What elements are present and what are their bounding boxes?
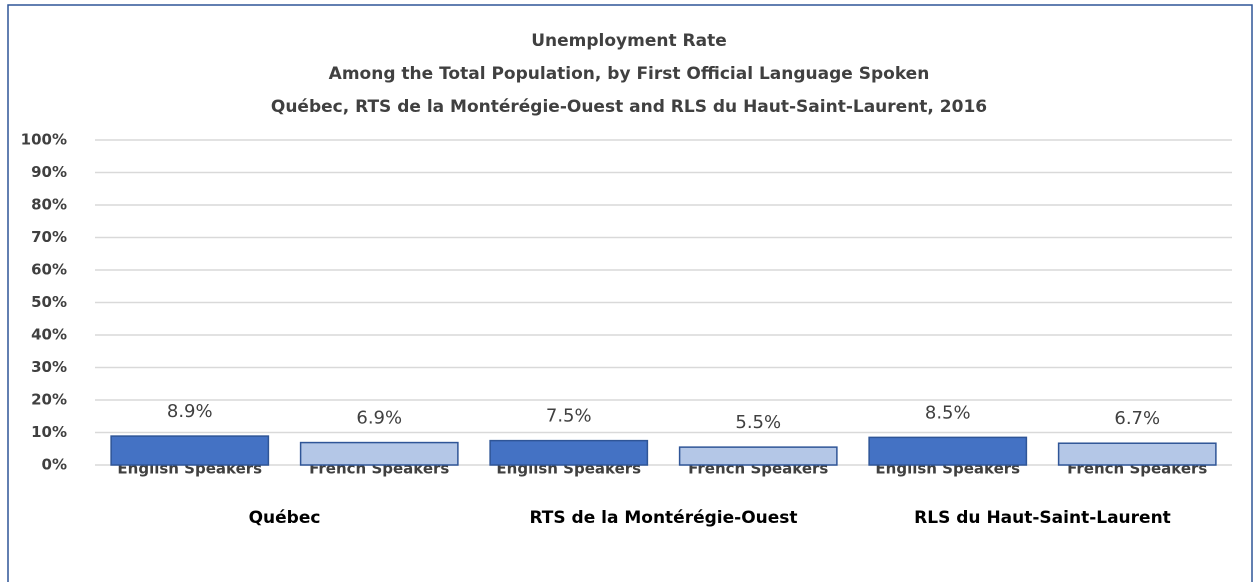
value-label: 8.5% — [925, 402, 971, 423]
bar — [299, 441, 459, 466]
group-label: Québec — [249, 508, 321, 528]
y-tick-label: 90% — [31, 163, 67, 181]
y-tick-label: 40% — [31, 326, 67, 344]
bar — [1057, 442, 1217, 466]
chart-frame — [7, 4, 1253, 586]
y-tick-label: 50% — [31, 293, 67, 311]
value-label: 8.9% — [167, 401, 213, 422]
group-label: RLS du Haut-Saint-Laurent — [914, 508, 1171, 528]
bar — [489, 439, 649, 466]
y-tick-label: 100% — [21, 131, 67, 149]
bar — [868, 436, 1028, 466]
y-tick-label: 10% — [31, 423, 67, 441]
group-label: RTS de la Montérégie-Ouest — [529, 508, 797, 528]
chart-title: Québec, RTS de la Montérégie-Ouest and R… — [271, 97, 987, 117]
y-tick-label: 60% — [31, 261, 67, 279]
y-tick-label: 20% — [31, 391, 67, 409]
y-tick-label: 70% — [31, 228, 67, 246]
y-tick-label: 0% — [42, 456, 67, 474]
value-label: 5.5% — [735, 412, 781, 433]
y-tick-label: 30% — [31, 358, 67, 376]
chart-title: Unemployment Rate — [531, 31, 727, 51]
value-label: 7.5% — [546, 406, 592, 427]
value-label: 6.7% — [1114, 408, 1160, 429]
chart-title: Among the Total Population, by First Off… — [329, 64, 930, 84]
y-tick-label: 80% — [31, 196, 67, 214]
bar — [678, 446, 838, 466]
bar — [110, 435, 270, 466]
value-label: 6.9% — [356, 408, 402, 429]
